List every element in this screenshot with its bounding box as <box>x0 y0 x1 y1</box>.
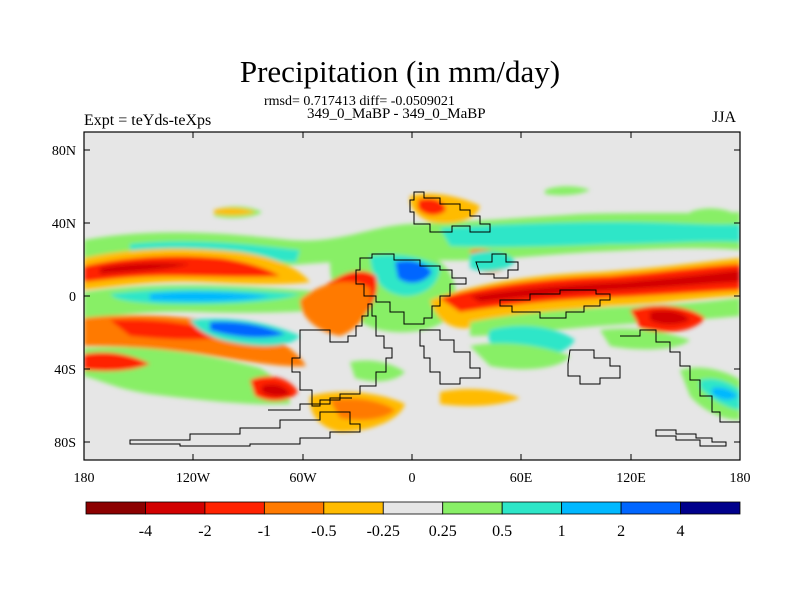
x-tick-labels: 180 120W 60W 0 60E 120E 180 <box>74 471 751 486</box>
colorbar-label: 1 <box>558 523 566 540</box>
colorbar-box <box>85 501 146 515</box>
colorbar-label: -0.5 <box>311 523 336 540</box>
x-tick-label: 120W <box>176 471 211 486</box>
outline-pacific-islands <box>620 329 740 423</box>
outline-southamerica <box>291 303 393 407</box>
sh-west-blue <box>210 321 285 338</box>
outline-northafrica <box>355 253 467 325</box>
colorbar-label: -2 <box>198 523 211 540</box>
colorbar-box <box>561 501 622 515</box>
outline-antarctica-mid <box>268 397 352 411</box>
x-tick-label: 0 <box>409 471 416 486</box>
sh-indian-green <box>470 343 570 370</box>
patch-nh-3 <box>690 208 735 219</box>
sh-west-red-core <box>110 319 230 340</box>
x-tick-label: 60W <box>289 471 317 486</box>
colorbar-box <box>382 501 444 515</box>
y-tick-label: 80S <box>54 436 76 451</box>
band-west-eq-blue <box>150 291 270 302</box>
y-tick-label: 40S <box>54 363 76 378</box>
sh-indian-orange <box>440 389 520 406</box>
sh-east-blue <box>712 387 738 400</box>
x-tick-label: 60E <box>510 471 533 486</box>
stats-text: rmsd= 0.717413 diff= -0.0509021 <box>264 94 455 109</box>
sh-southamerica-dark <box>262 384 290 397</box>
colorbar-label: -0.25 <box>367 523 400 540</box>
outline-europe <box>409 191 491 233</box>
band-north-cyan <box>440 222 740 247</box>
colorbar: -4 -2 -1 -0.5 -0.25 0.25 0.5 1 2 4 <box>85 501 741 540</box>
colorbar-box <box>204 501 265 515</box>
colorbar-box <box>323 501 384 515</box>
sh-far-west-red <box>84 352 150 372</box>
x-tick-label: 120E <box>616 471 646 486</box>
outline-antarctica-west <box>129 411 361 447</box>
x-tick-label: 180 <box>730 471 751 486</box>
colorbar-label: -1 <box>258 523 271 540</box>
continent-outlines <box>129 191 740 447</box>
band-itcz-west-dark <box>100 262 190 274</box>
y-tick-label: 40N <box>52 217 76 232</box>
colorbar-label: 0.5 <box>492 523 512 540</box>
y-tick-label: 0 <box>69 290 76 305</box>
patch-nh-2 <box>545 186 590 196</box>
patch-nh-orange <box>214 207 256 216</box>
colorbar-label: 0.25 <box>429 523 457 540</box>
atlantic-orange <box>300 281 371 336</box>
colorbar-box <box>620 501 681 515</box>
colorbar-box <box>680 501 741 515</box>
patch-europe-red <box>418 198 446 216</box>
colorbar-box <box>145 501 206 515</box>
colorbar-box <box>501 501 563 515</box>
colorbar-label: 4 <box>677 523 685 540</box>
y-tick-labels: 80N 40N 0 40S 80S <box>52 144 76 451</box>
outline-antarctica-east <box>655 429 727 447</box>
outline-africa-south <box>419 329 481 385</box>
sh-pacific-dark <box>650 310 690 325</box>
colorbar-box <box>442 501 503 515</box>
colorbar-label: 2 <box>617 523 625 540</box>
chart-subtitle: 349_0_MaBP - 349_0_MaBP <box>307 106 486 122</box>
chart-title: Precipitation (in mm/day) <box>239 54 561 89</box>
outline-australia <box>567 349 621 385</box>
band-itcz-west-red <box>84 256 280 282</box>
outline-arabia <box>475 253 519 279</box>
y-tick-label: 80N <box>52 144 76 159</box>
sh-south-green <box>350 360 405 382</box>
sh-pacific-green <box>600 328 690 350</box>
precip-field <box>84 186 740 432</box>
colorbar-box <box>263 501 325 515</box>
colorbar-label: -4 <box>139 523 152 540</box>
tick-marks <box>83 132 741 460</box>
outline-asia-east <box>499 289 611 319</box>
sh-south-orange2 <box>330 398 395 420</box>
x-tick-label: 180 <box>74 471 95 486</box>
experiment-label: Expt = teYds-teXps <box>84 112 212 129</box>
season-label: JJA <box>712 109 737 126</box>
